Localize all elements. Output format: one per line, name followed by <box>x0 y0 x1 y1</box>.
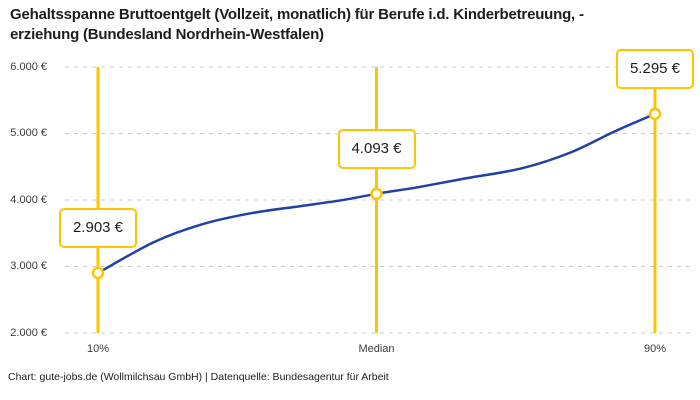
value-badge-median: 4.093 € <box>337 128 416 169</box>
x-axis-tick-10pct: 10% <box>86 343 110 355</box>
chart-title-line2: erziehung (Bundesland Nordrhein-Westfale… <box>10 26 324 43</box>
source-credit: Chart: gute-jobs.de (Wollmilchsau GmbH) … <box>8 371 389 383</box>
data-point-marker-90% <box>648 107 662 121</box>
y-axis-tick-2000: 2.000 € <box>10 326 47 339</box>
y-axis-tick-4000: 4.000 € <box>10 193 47 206</box>
value-badge-90pct: 5.295 € <box>616 48 694 89</box>
chart-title-line1: Gehaltsspanne Bruttoentgelt (Vollzeit, m… <box>10 6 584 23</box>
y-axis-tick-5000: 5.000 € <box>10 127 47 139</box>
data-point-marker-10% <box>91 266 105 280</box>
y-axis-tick-6000: 6.000 € <box>10 60 47 73</box>
chart-title: Gehaltsspanne Bruttoentgelt (Vollzeit, m… <box>10 5 584 45</box>
data-point-marker-Median <box>370 187 383 201</box>
value-badge-10pct: 2.903 € <box>59 207 137 248</box>
x-axis-tick-90pct: 90% <box>643 343 667 355</box>
x-axis-tick-median: Median <box>358 343 395 355</box>
y-axis-tick-3000: 3.000 € <box>10 260 47 272</box>
